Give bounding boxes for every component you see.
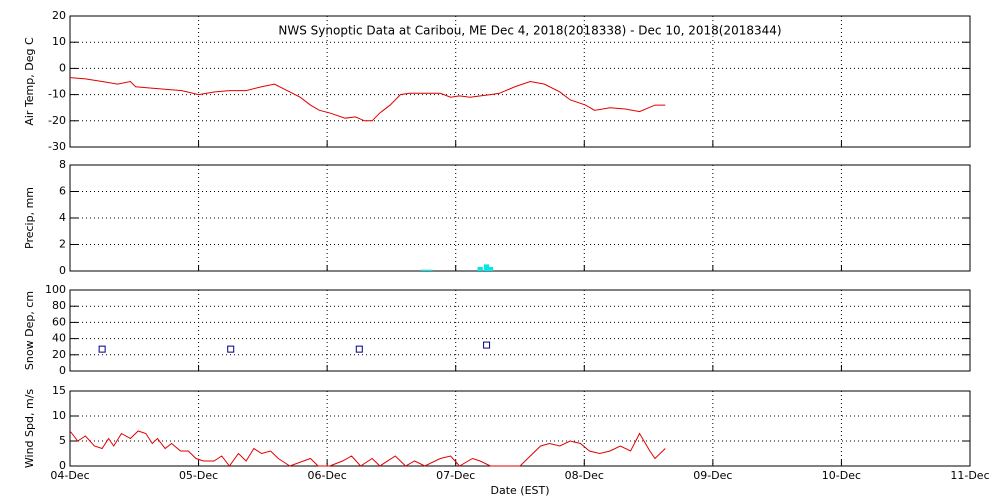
y-tick-label: 20: [52, 348, 66, 361]
bar: [427, 269, 433, 271]
y-tick-label: 0: [59, 459, 66, 472]
plot-frame: [69, 390, 971, 467]
y-tick-label: 2: [59, 238, 66, 251]
y-tick-label: 10: [52, 409, 66, 422]
y-tick-label: 0: [59, 264, 66, 277]
y-tick-label: 5: [59, 434, 66, 447]
x-tick-label: 04-Dec: [50, 469, 89, 482]
y-tick-label: 100: [45, 283, 66, 296]
plot-frame: [69, 15, 971, 148]
y-tick-label: 15: [52, 384, 66, 397]
chart-title: NWS Synoptic Data at Caribou, ME Dec 4, …: [278, 24, 781, 38]
y-axis-label: Precip, mm: [23, 187, 36, 249]
data-line: [69, 430, 666, 467]
point: [98, 345, 106, 353]
y-tick-label: -20: [48, 114, 66, 127]
y-tick-label: -30: [48, 140, 66, 153]
point: [355, 345, 363, 353]
x-tick-label: 06-Dec: [308, 469, 347, 482]
y-axis-label: Air Temp, Deg C: [23, 37, 36, 126]
y-tick-label: 80: [52, 299, 66, 312]
x-axis-label: Date (EST): [490, 484, 549, 497]
y-tick-label: 60: [52, 315, 66, 328]
y-tick-label: -10: [48, 88, 66, 101]
y-tick-label: 0: [59, 61, 66, 74]
x-tick-label: 08-Dec: [565, 469, 604, 482]
y-tick-label: 4: [59, 211, 66, 224]
x-tick-label: 10-Dec: [822, 469, 861, 482]
y-tick-label: 8: [59, 158, 66, 171]
plot-frame: [69, 289, 971, 372]
y-tick-label: 20: [52, 9, 66, 22]
y-tick-label: 6: [59, 185, 66, 198]
x-tick-label: 07-Dec: [436, 469, 475, 482]
bar: [483, 264, 490, 271]
bar: [477, 267, 483, 271]
x-tick-label: 05-Dec: [179, 469, 218, 482]
y-tick-label: 10: [52, 35, 66, 48]
bar: [487, 267, 494, 271]
point: [227, 345, 235, 353]
x-tick-label: 09-Dec: [693, 469, 732, 482]
data-line: [69, 77, 666, 122]
bar: [420, 269, 427, 271]
point: [483, 341, 491, 349]
y-axis-label: Snow Dep, cm: [23, 291, 36, 370]
x-tick-label: 11-Dec: [950, 469, 989, 482]
y-tick-label: 0: [59, 364, 66, 377]
y-tick-label: 40: [52, 332, 66, 345]
y-axis-label: Wind Spd, m/s: [23, 389, 36, 469]
